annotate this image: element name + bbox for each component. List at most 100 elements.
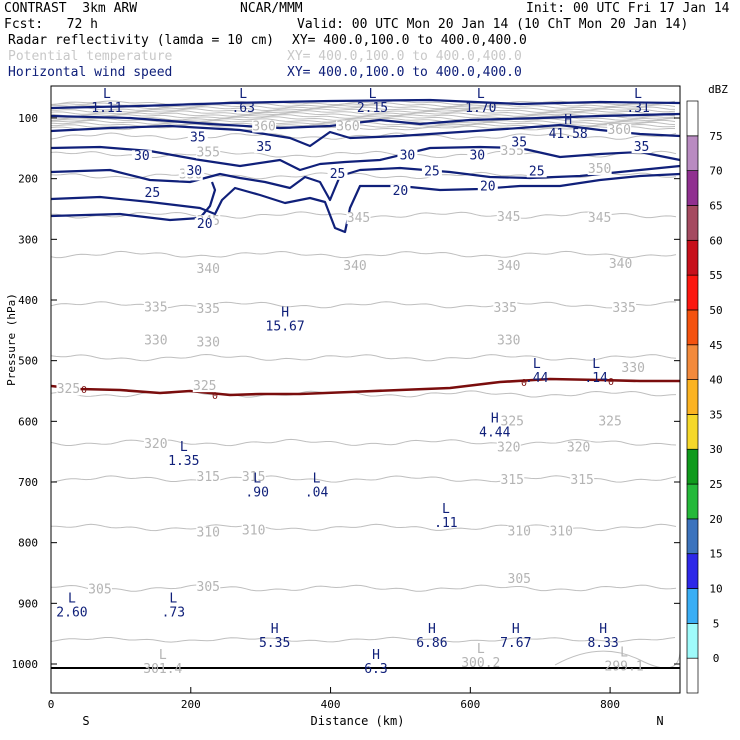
extremum-value: 8.33	[587, 636, 618, 651]
wind-label: 20	[393, 184, 409, 199]
extremum-value: .63	[231, 101, 254, 116]
extremum-value: 4.44	[479, 425, 510, 440]
extremum-value: 2.60	[56, 606, 87, 621]
theta-label: 360	[607, 123, 630, 138]
extremum-type: L	[239, 87, 247, 102]
theta-contour-strat	[50, 117, 676, 123]
extremum-value: .14	[584, 371, 608, 386]
theta-label-bg	[549, 525, 574, 538]
freezing-level-label: 0	[608, 377, 614, 388]
field-wind-name: Horizontal wind speed	[8, 65, 173, 80]
wind-label: 30	[186, 164, 202, 179]
wind-contour-20	[50, 172, 681, 234]
extremum-value: 1.70	[465, 101, 496, 116]
theta-label-bg	[196, 471, 221, 484]
y-tick-label: 800	[18, 537, 38, 550]
wind-label: 35	[190, 130, 206, 145]
extrema-labels: L1.11L.63L2.15L1.70L.31H41.58H15.67L.44L…	[56, 87, 649, 677]
theta-label-bg	[192, 380, 217, 393]
wind-label-bg	[194, 218, 215, 231]
colorbar-level: 30	[709, 443, 722, 456]
axes: 1002003004005006007008009001000Pressure …	[5, 112, 680, 728]
wind-label-bg	[390, 184, 411, 197]
theta-label: 330	[197, 335, 220, 350]
theta-label: 345	[497, 210, 520, 225]
wind-label: 25	[330, 167, 346, 182]
colorbar-segment	[686, 518, 699, 555]
extremum-type: L	[103, 87, 111, 102]
wind-label: 25	[424, 164, 440, 179]
colorbar: 0 5 10 15 20 25 30 35 40 45 50 55 60 65 70 75 dBZ	[686, 83, 728, 694]
theta-label-bg	[196, 146, 221, 159]
colorbar-level: 15	[709, 548, 722, 561]
theta-label: 350	[588, 162, 611, 177]
theta-contour-305	[51, 584, 677, 592]
theta-label-bg	[241, 471, 266, 484]
extremum-type: L	[169, 592, 177, 607]
y-tick-label: 200	[18, 173, 38, 186]
wind-label: 30	[469, 149, 485, 164]
colorbar-level: 45	[709, 339, 722, 352]
field-theta-xy: XY= 400.0,100.0 to 400.0,400.0	[287, 49, 522, 64]
valid-time: Valid: 00 UTC Mon 20 Jan 14 (10 ChT Mon …	[297, 17, 689, 32]
extremum-value: .31	[626, 101, 649, 116]
contour-labels: 3603603603553553503503453453453453403403…	[56, 119, 652, 597]
extremum-value: 6.3	[364, 662, 387, 677]
theta-label-bg	[196, 526, 221, 539]
extremum-type: H	[491, 411, 499, 426]
endpoint-south: S	[82, 714, 89, 728]
wind-label-bg	[421, 165, 442, 178]
y-tick-label: 600	[18, 415, 38, 428]
theta-label-bg	[241, 524, 266, 537]
theta-label: 335	[494, 301, 517, 316]
wind-label: 35	[256, 140, 272, 155]
extremum-value: 299.1	[605, 660, 644, 675]
theta-label: 310	[549, 525, 572, 540]
extremum-value: 7.67	[500, 636, 531, 651]
theta-label-bg	[607, 124, 632, 137]
theta-label: 325	[193, 379, 216, 394]
wind-label: 20	[480, 180, 496, 195]
extremum-type: L	[68, 592, 76, 607]
wind-label-bg	[142, 187, 163, 200]
wind-label-bg	[509, 136, 530, 149]
theta-label: 310	[508, 525, 531, 540]
extremum-value: 15.67	[266, 319, 305, 334]
extremum-value: .90	[245, 485, 268, 500]
extremum-value: .73	[162, 606, 185, 621]
theta-label-bg	[496, 210, 521, 223]
extremum-type: H	[281, 305, 289, 320]
colorbar-segment	[686, 135, 699, 171]
wind-label-bg	[327, 167, 348, 180]
theta-label: 310	[242, 524, 265, 539]
theta-label: 320	[497, 440, 520, 455]
theta-label: 330	[497, 334, 520, 349]
plot-border	[50, 85, 681, 694]
extremum-type: H	[372, 648, 380, 663]
freezing-level-label: 0	[521, 378, 527, 389]
theta-label-bg	[612, 301, 637, 314]
colorbar-level: 55	[709, 269, 722, 282]
theta-label-bg	[496, 260, 521, 273]
center-label: NCAR/MMM	[240, 1, 303, 16]
theta-label-bg	[196, 580, 221, 593]
theta-label-bg	[598, 415, 623, 428]
wind-label: 35	[634, 140, 650, 155]
extremum-value: 41.58	[549, 127, 588, 142]
theta-label: 320	[567, 440, 590, 455]
wind-label-bg	[467, 149, 488, 162]
theta-label-bg	[566, 441, 591, 454]
theta-label: 330	[621, 361, 644, 376]
x-tick-label: 800	[600, 698, 620, 711]
theta-label-bg	[196, 263, 221, 276]
theta-label-bg	[496, 334, 521, 347]
extremum-value: .04	[305, 485, 329, 500]
freezing-level-line	[50, 377, 680, 397]
extremum-value: 5.35	[259, 636, 290, 651]
theta-label-bg	[87, 583, 112, 596]
wind-label: 20	[197, 217, 213, 232]
theta-label-bg	[196, 303, 221, 316]
colorbar-level: 65	[709, 199, 722, 212]
theta-label-bg	[143, 301, 168, 314]
model-title: CONTRAST 3km ARW	[4, 1, 138, 16]
